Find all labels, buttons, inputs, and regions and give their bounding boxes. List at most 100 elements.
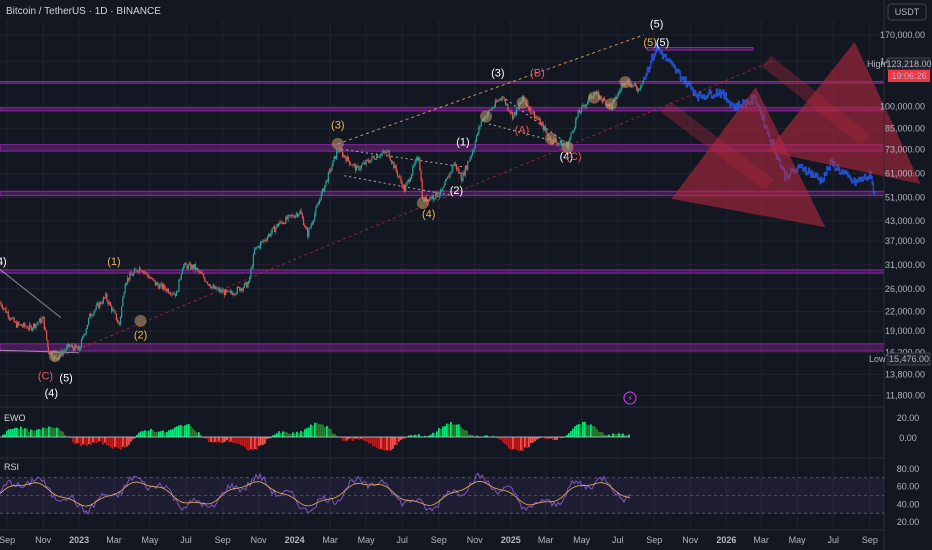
candle-body <box>316 204 318 208</box>
candle-body <box>159 284 161 289</box>
candle-body <box>171 293 173 295</box>
candle-body <box>139 267 141 270</box>
candle-body <box>179 279 181 280</box>
ewo-bar <box>284 431 286 437</box>
ewo-bar <box>588 425 590 437</box>
x-tick-label: Mar <box>538 535 554 545</box>
ewo-bar <box>388 437 390 451</box>
time-axis[interactable]: Sep Nov 2023 Mar May Jul Sep Nov 2024 Mar May Jul Se… <box>0 535 878 545</box>
candle-body <box>469 157 471 162</box>
candle-body <box>577 110 579 117</box>
ewo-bar <box>110 437 112 448</box>
candle-body <box>8 317 11 319</box>
price-zone <box>646 47 754 51</box>
candle-body <box>2 308 5 309</box>
ewo-bar <box>308 427 310 437</box>
lightning-icon[interactable] <box>623 391 637 405</box>
high-label: High <box>867 59 886 69</box>
candle-body <box>428 199 430 202</box>
candle-body <box>151 277 153 279</box>
ewo-bar <box>60 430 62 437</box>
candle-body <box>142 271 145 273</box>
candle-body <box>532 111 534 114</box>
arrow-down-1 <box>661 87 826 228</box>
ewo-bar <box>572 428 574 437</box>
ewo-bar <box>438 428 440 437</box>
ewo-bar <box>282 431 284 437</box>
candle-body <box>414 160 416 165</box>
candle-body <box>458 168 460 174</box>
candle-body <box>542 123 544 130</box>
ewo-bar <box>156 432 158 437</box>
candle-body <box>517 106 519 108</box>
x-tick-label: Nov <box>251 535 268 545</box>
candle-body <box>82 336 84 340</box>
candle-body <box>507 104 509 110</box>
candle-body <box>21 325 24 327</box>
candle-body <box>389 157 391 161</box>
wave-circles <box>48 76 632 363</box>
ewo-bar <box>6 430 8 437</box>
ewo-bar <box>154 431 156 437</box>
ewo-bar <box>298 432 300 437</box>
candle-body <box>155 282 158 286</box>
ewo-bar <box>150 428 152 437</box>
ewo-bar <box>496 437 498 439</box>
candle-body <box>351 164 353 166</box>
candle-body <box>30 325 32 331</box>
rsi-tick: 60.00 <box>897 482 920 492</box>
ewo-bar <box>214 437 216 443</box>
candle-body <box>586 102 589 105</box>
ewo-bar <box>328 428 330 437</box>
candle-body <box>287 215 289 220</box>
abc-lower <box>488 123 552 141</box>
ewo-bar <box>470 434 472 437</box>
candle-body <box>545 126 547 131</box>
y-tick-label: 51,000.00 <box>885 193 925 203</box>
candle-body <box>258 246 260 248</box>
candle-body <box>230 291 233 293</box>
wave-label: (2) <box>450 185 463 197</box>
ewo-bar <box>36 429 38 437</box>
currency-button[interactable] <box>887 3 927 21</box>
candle-body <box>366 159 368 161</box>
candle-body <box>471 151 474 156</box>
ewo-bar <box>80 437 82 447</box>
candle-body <box>408 179 410 182</box>
ewo-bar <box>604 434 606 437</box>
wave-label: (2) <box>134 329 147 341</box>
ewo-bar <box>52 427 54 437</box>
ewo-bar <box>614 433 616 437</box>
x-tick-label: Jul <box>396 535 408 545</box>
ewo-bar <box>476 435 478 437</box>
candle-body <box>337 150 339 152</box>
candle-body <box>442 187 444 192</box>
ewo-bar <box>170 429 172 437</box>
candle-body <box>19 324 21 326</box>
wave-label: (4) <box>45 388 58 400</box>
ewo-bar <box>74 437 76 445</box>
ewo-bar <box>162 430 164 437</box>
candle-body <box>60 350 62 356</box>
ewo-bar <box>560 437 562 439</box>
ewo-bar <box>300 430 302 437</box>
candle-body <box>328 169 331 173</box>
candle-body <box>210 286 212 289</box>
ewo-bar <box>326 425 328 437</box>
low-label: Low <box>869 354 886 364</box>
candle-body <box>582 104 584 107</box>
wave-circle <box>561 141 574 154</box>
ewo-bar <box>424 435 426 437</box>
ewo-bar <box>124 437 126 448</box>
x-tick-label: Jul <box>827 535 839 545</box>
ewo-bar <box>134 437 136 439</box>
candle-body <box>122 297 124 307</box>
x-tick-label: Nov <box>35 535 52 545</box>
candle-body <box>162 284 165 289</box>
ewo-bar <box>442 426 444 437</box>
candle-body <box>173 293 175 295</box>
candle-body <box>0 302 1 304</box>
candle-body <box>632 85 634 87</box>
y-tick-label: 85,000.00 <box>885 124 925 134</box>
